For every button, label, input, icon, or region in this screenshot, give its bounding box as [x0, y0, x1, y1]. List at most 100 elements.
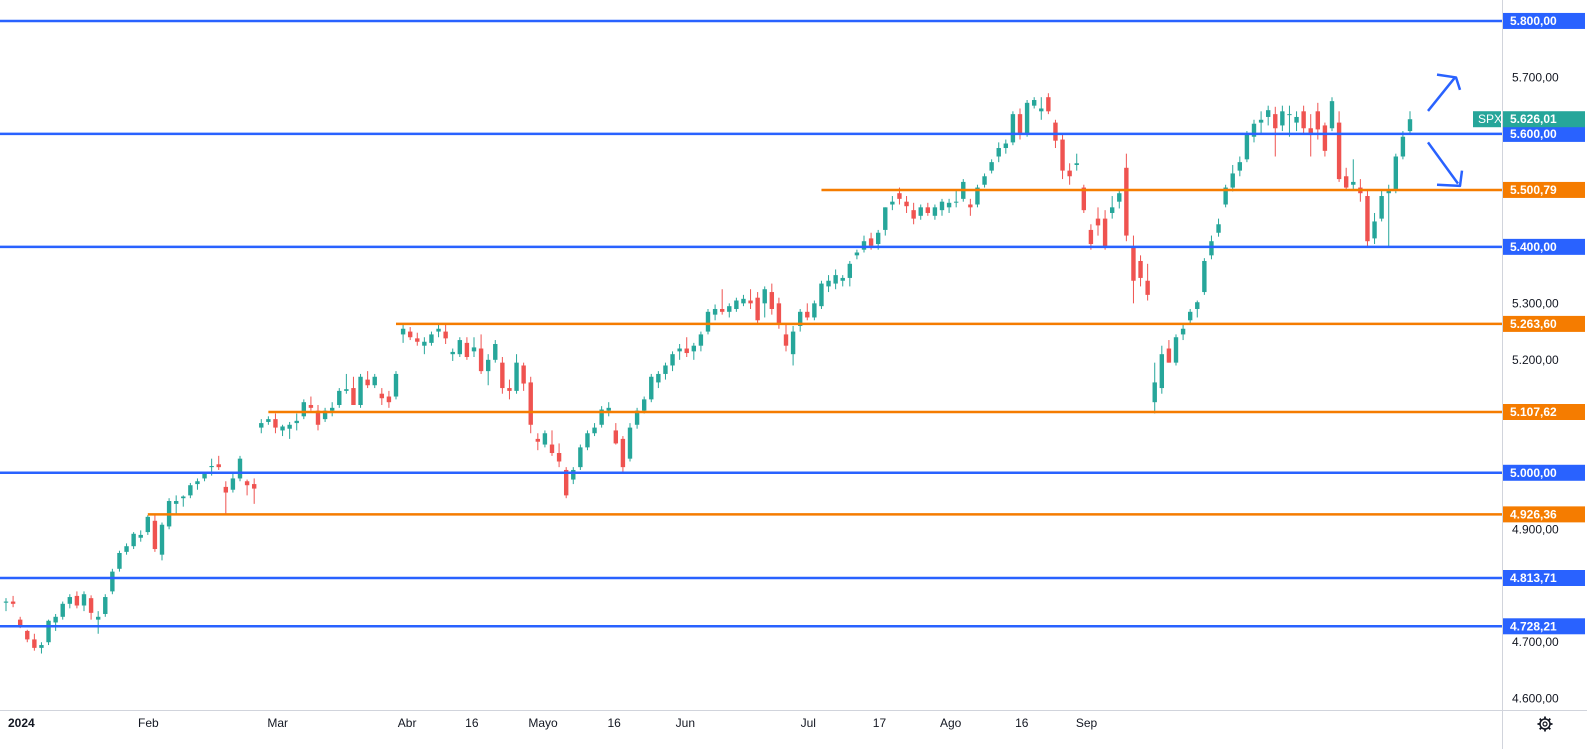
- candle: [287, 421, 292, 439]
- candle: [953, 190, 959, 208]
- candle-body: [1117, 193, 1122, 202]
- candle-body: [1301, 111, 1306, 129]
- candle-body: [897, 193, 902, 199]
- candle-body: [485, 359, 491, 372]
- candle: [982, 173, 987, 188]
- candle: [436, 323, 441, 338]
- candle-body: [1287, 114, 1292, 116]
- candle: [95, 611, 101, 634]
- candle: [1237, 156, 1243, 177]
- candle: [344, 373, 349, 394]
- candle-body: [266, 419, 271, 422]
- candle: [273, 413, 278, 434]
- candle: [1258, 111, 1264, 134]
- candle-body: [117, 552, 122, 569]
- candle: [443, 324, 448, 345]
- candle: [195, 478, 200, 490]
- candle-body: [1039, 108, 1044, 112]
- candle-body: [634, 410, 640, 425]
- candle-body: [88, 598, 94, 613]
- candle-body: [1003, 143, 1009, 149]
- candle: [1124, 153, 1129, 242]
- candle: [1287, 105, 1292, 137]
- candle-body: [578, 447, 583, 468]
- candle: [1280, 105, 1285, 132]
- candle: [1010, 111, 1016, 146]
- candle: [464, 337, 470, 360]
- candle-body: [797, 311, 803, 326]
- candle-body: [386, 396, 392, 403]
- candle: [67, 594, 73, 609]
- candle-body: [663, 365, 668, 374]
- candle-body: [315, 410, 321, 425]
- candle-body: [975, 187, 980, 205]
- price-level-badge-label: 5.107,62: [1510, 405, 1557, 419]
- candle-body: [1343, 176, 1349, 188]
- candle-body: [712, 308, 718, 315]
- candle: [1187, 308, 1193, 324]
- candle-body: [294, 420, 299, 424]
- x-tick-label: 2024: [8, 716, 35, 730]
- candle-body: [39, 645, 44, 648]
- candle-body: [620, 438, 626, 468]
- candle-body: [748, 300, 753, 304]
- candle: [1202, 258, 1207, 295]
- candle-body: [67, 597, 73, 604]
- candle: [549, 430, 555, 456]
- candle: [1095, 207, 1101, 236]
- candle-body: [861, 241, 867, 250]
- candle: [904, 196, 909, 213]
- candle: [1393, 153, 1399, 194]
- candle-body: [393, 373, 399, 397]
- candle-body: [691, 345, 697, 352]
- candle: [124, 543, 129, 555]
- candle: [656, 371, 661, 389]
- candle-body: [251, 484, 257, 489]
- candle-body: [925, 207, 931, 213]
- candle: [812, 300, 817, 321]
- candle: [46, 619, 51, 646]
- candle: [329, 402, 335, 417]
- candle: [649, 373, 654, 403]
- candle-body: [173, 501, 179, 504]
- candle-body: [783, 334, 789, 346]
- candle: [1074, 153, 1079, 171]
- candle: [571, 467, 576, 485]
- settings-gear-icon[interactable]: [1537, 716, 1553, 732]
- x-tick-label: Mar: [267, 716, 288, 730]
- candle-body: [1251, 123, 1257, 137]
- candle: [10, 595, 16, 608]
- candle-body: [436, 328, 441, 332]
- candle-body: [230, 478, 236, 490]
- candle: [117, 550, 122, 572]
- candle: [237, 455, 243, 482]
- candle: [1152, 362, 1157, 414]
- candle-body: [854, 252, 860, 256]
- price-level-badge-label: 4.926,36: [1510, 507, 1557, 521]
- candle-body: [769, 292, 775, 309]
- down-arrow-head: [1436, 170, 1464, 188]
- candle: [734, 297, 739, 312]
- candle-body: [3, 601, 9, 603]
- candle-body: [1209, 241, 1214, 256]
- candle-body: [32, 639, 37, 648]
- candle: [351, 376, 356, 406]
- candle: [386, 390, 392, 408]
- candle: [1308, 114, 1313, 157]
- candle-body: [1244, 133, 1250, 160]
- candle: [627, 423, 633, 462]
- candle-body: [1166, 348, 1172, 363]
- candle: [1372, 212, 1377, 245]
- x-tick-label: Jul: [801, 716, 816, 730]
- candle-body: [1024, 102, 1030, 134]
- candle: [457, 337, 463, 357]
- candle-body: [280, 426, 285, 431]
- candle-body: [918, 207, 923, 216]
- candle-body: [1237, 162, 1243, 171]
- candle: [599, 406, 604, 428]
- candle: [407, 327, 413, 341]
- candle-body: [727, 306, 732, 312]
- candle-body: [932, 207, 938, 216]
- candle-body: [627, 427, 633, 459]
